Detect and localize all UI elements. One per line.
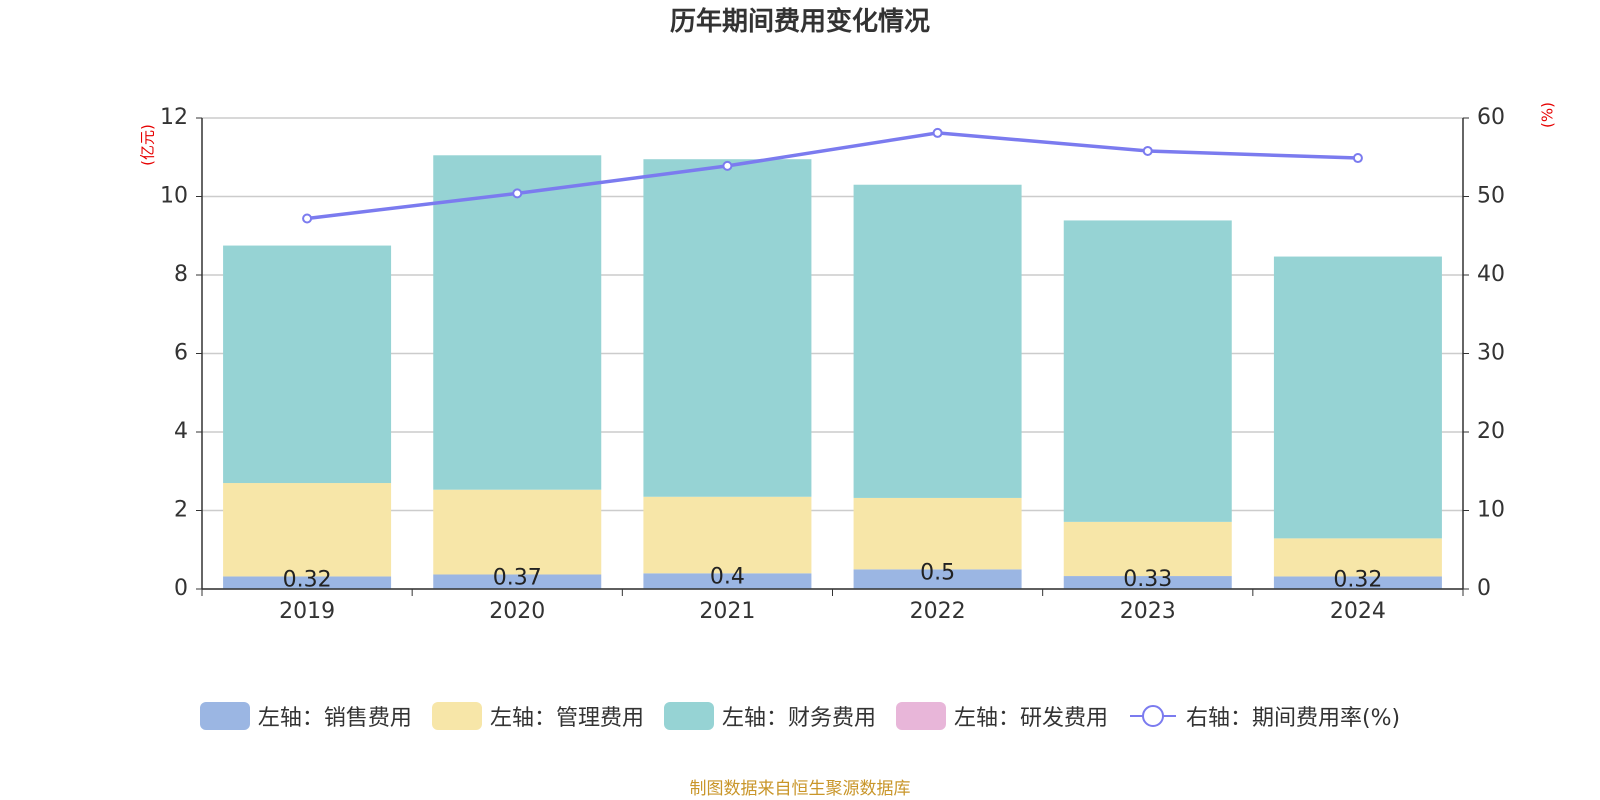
chart-title: 历年期间费用变化情况: [669, 7, 930, 37]
expense-rate-point: [932, 127, 943, 138]
expense-rate-point: [302, 213, 313, 224]
expense-rate-point: [1352, 153, 1363, 164]
bar-admin: [643, 496, 812, 574]
bar-finance: [433, 155, 602, 490]
y-right-tick-label: 60: [1477, 105, 1505, 130]
legend-swatch-finance: [663, 702, 714, 730]
grid-lines: [202, 117, 1463, 590]
bar-data-label: 0.5: [920, 560, 955, 585]
legend-label-rnd: 左轴：研发费用: [953, 706, 1108, 731]
x-tick-label: 2020: [489, 599, 545, 624]
bar-admin: [223, 483, 392, 577]
y-left-tick-label: 6: [174, 341, 188, 366]
expense-rate-line: [306, 131, 1358, 221]
y-right-tick-label: 0: [1477, 576, 1491, 601]
y-left-tick-label: 12: [160, 105, 188, 130]
bar-sales: [853, 569, 1022, 589]
legend-line-marker-icon: [1129, 705, 1176, 727]
y-right-tick-label: 40: [1477, 262, 1505, 287]
legend-label-expense-rate: 右轴：期间费用率(%): [1185, 706, 1401, 731]
legend: 左轴：销售费用 左轴：管理费用 左轴：财务费用 左轴：研发费用 右轴：期间费用率…: [0, 700, 1600, 732]
axes: 0 2 4 6 8 10 12 0 10 20 30 40 50 60 2019 2020 2021 2022 20…: [160, 105, 1505, 624]
bar-data-label: 0.37: [493, 565, 542, 590]
legend-swatch-rnd: [895, 702, 946, 730]
legend-label-sales: 左轴：销售费用: [257, 706, 412, 731]
y-right-tick-label: 10: [1477, 498, 1505, 523]
bar-sales: [643, 573, 812, 589]
y-left-tick-label: 0: [174, 576, 188, 601]
line-series: [302, 127, 1363, 224]
bar-admin: [853, 497, 1022, 570]
x-tick-label: 2023: [1120, 599, 1176, 624]
bar-data-label: 0.32: [283, 567, 332, 592]
bar-sales: [433, 574, 602, 589]
bar-data-label: 0.32: [1333, 567, 1382, 592]
bar-finance: [223, 245, 392, 484]
source-note: 制图数据来自恒生聚源数据库: [689, 779, 911, 799]
y-right-tick-label: 20: [1477, 419, 1505, 444]
x-tick-label: 2022: [910, 599, 966, 624]
legend-label-admin: 左轴：管理费用: [489, 706, 644, 731]
bar-finance: [643, 159, 812, 497]
y-right-tick-label: 50: [1477, 184, 1505, 209]
legend-label-finance: 左轴：财务费用: [721, 706, 876, 731]
y-right-tick-label: 30: [1477, 341, 1505, 366]
bar-admin: [1063, 521, 1232, 577]
y-left-tick-label: 2: [174, 498, 188, 523]
y-left-tick-label: 4: [174, 419, 188, 444]
x-tick-label: 2021: [699, 599, 755, 624]
bar-finance: [1273, 256, 1442, 539]
bar-sales: [1063, 576, 1232, 589]
bar-finance: [1063, 220, 1232, 522]
y-left-axis-label: (亿元): [139, 124, 157, 166]
bar-data-label: 0.33: [1123, 567, 1172, 592]
y-left-tick-label: 10: [160, 184, 188, 209]
expense-rate-point: [1142, 145, 1153, 156]
legend-swatch-sales: [199, 702, 250, 730]
bar-admin: [1273, 538, 1442, 577]
bar-finance: [853, 184, 1022, 498]
bar-series: [223, 155, 1442, 589]
legend-item-expense-rate[interactable]: 右轴：期间费用率(%): [1128, 700, 1400, 732]
legend-swatch-admin: [431, 702, 482, 730]
x-tick-label: 2024: [1330, 599, 1386, 624]
x-tick-label: 2019: [279, 599, 335, 624]
expense-rate-point: [512, 188, 523, 199]
expense-rate-point: [722, 160, 733, 171]
legend-item-sales[interactable]: 左轴：销售费用: [199, 700, 412, 732]
bar-data-label: 0.4: [710, 564, 745, 589]
y-right-axis-label: (%): [1539, 102, 1557, 128]
legend-item-rnd[interactable]: 左轴：研发费用: [895, 700, 1108, 732]
bar-admin: [433, 489, 602, 575]
bar-sales: [223, 576, 392, 589]
bar-sales: [1273, 576, 1442, 589]
legend-item-finance[interactable]: 左轴：财务费用: [663, 700, 876, 732]
legend-item-admin[interactable]: 左轴：管理费用: [431, 700, 644, 732]
data-labels: 0.32 0.37 0.4 0.5 0.33 0.32: [283, 560, 1383, 592]
y-left-tick-label: 8: [174, 262, 188, 287]
